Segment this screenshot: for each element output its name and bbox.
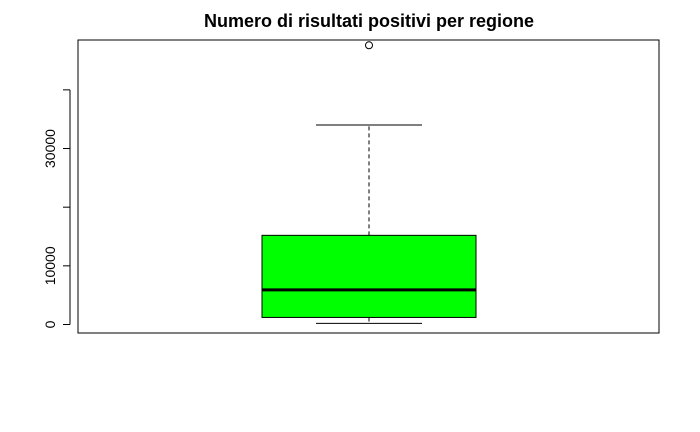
y-tick-label: 30000 xyxy=(42,129,58,168)
chart-title: Numero di risultati positivi per regione xyxy=(204,11,534,31)
box-plot xyxy=(261,41,477,324)
y-tick-label: 10000 xyxy=(42,246,58,285)
plot-frame xyxy=(77,39,660,334)
y-axis: 0 10000 30000 xyxy=(42,89,71,328)
outliers xyxy=(365,41,373,50)
iqr-box xyxy=(261,234,477,318)
y-tick-label: 0 xyxy=(42,320,58,328)
outlier-point xyxy=(365,41,373,50)
